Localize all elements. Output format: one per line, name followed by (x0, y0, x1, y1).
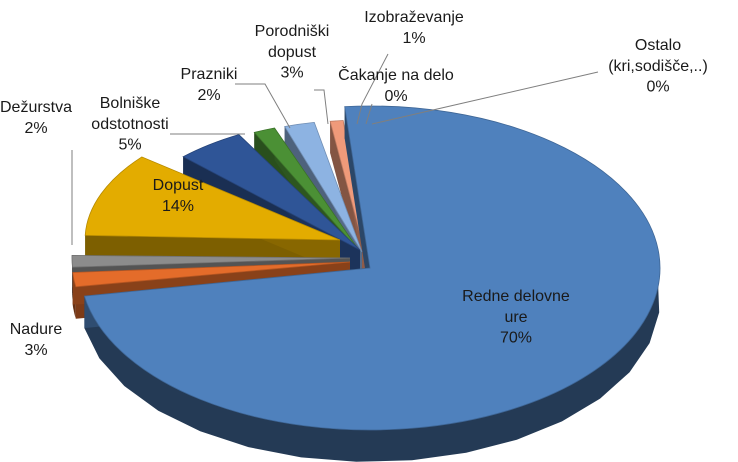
data-label-nadure: Nadure 3% (10, 321, 63, 359)
data-label-izobrazevanje: Izobraževanje 1% (364, 9, 464, 47)
slice-top-redne-delovne-ure (83, 105, 661, 431)
data-label-redne-delovne-ure: Redne delovne ure 70% (462, 288, 570, 347)
data-label-porodniski-dopust: Porodniški dopust 3% (255, 23, 330, 82)
data-label-ostalo-kri-sodisce: Ostalo (kri,sodišče,..) 0% (608, 37, 708, 96)
slice-top-dezurstva (71, 254, 351, 268)
leader-izobrazevanje (356, 53, 389, 125)
data-label-dopust: Dopust 14% (153, 177, 204, 215)
pie-labels: Redne delovne ure 70% Nadure 3% Dežurstva 2% Do… (0, 9, 708, 359)
leader-cakanje-na-delo (365, 103, 373, 125)
slice-redne-delovne-ure (83, 105, 661, 462)
leader-porodniski-dopust (314, 89, 329, 125)
slice-top-prazniki (253, 127, 361, 253)
leader-ostalo-kri-sodisce (371, 71, 599, 125)
data-label-cakanje-na-delo: Čakanje na delo 0% (338, 65, 454, 105)
slice-wall-start-redne-delovne-ure (344, 106, 370, 300)
slice-top-dopust (84, 156, 341, 241)
data-label-dezurstva: Dežurstva 2% (0, 99, 72, 137)
leader-prazniki (235, 83, 291, 129)
pie-slices (71, 105, 661, 462)
slice-top-izobrazevanje (329, 120, 366, 253)
data-label-prazniki: Prazniki 2% (181, 66, 238, 104)
label-leader-lines (71, 53, 599, 245)
slice-top-nadure (72, 261, 351, 288)
data-label-bolniske-odstotnosti: Bolniške odstotnosti 5% (91, 95, 168, 154)
slice-top-bolniske-odstotnosti (182, 134, 361, 251)
slice-top-porodniski-dopust (284, 121, 363, 253)
slice-dopust (84, 156, 341, 272)
